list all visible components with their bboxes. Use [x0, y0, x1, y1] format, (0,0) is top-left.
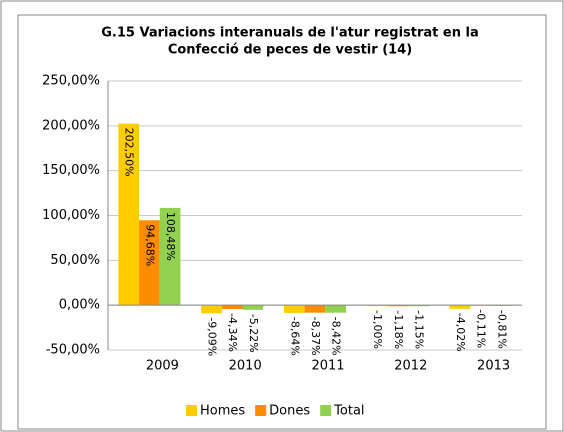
x-tick-label: 2013	[477, 359, 510, 374]
legend-swatch	[320, 405, 332, 416]
value-label: -4,02%	[454, 313, 467, 352]
y-tick-label: 150,00%	[42, 163, 100, 178]
bar	[449, 305, 471, 309]
chart-title: G.15 Variacions interanuals de l'atur re…	[101, 26, 478, 41]
value-label: 94,68%	[143, 224, 156, 266]
x-tick-label: 2012	[394, 359, 427, 374]
bar	[325, 305, 347, 313]
x-tick-label: 2009	[146, 359, 179, 374]
value-label: -1,18%	[392, 310, 405, 349]
value-label: -5,22%	[247, 314, 260, 353]
legend-swatch	[255, 405, 267, 416]
value-label: 202,50%	[123, 128, 136, 177]
y-tick-label: -50,00%	[46, 343, 100, 358]
value-label: -0,81%	[495, 310, 508, 349]
legend-swatch	[186, 405, 197, 416]
value-label: 108,48%	[164, 212, 177, 261]
legend-label: Homes	[200, 404, 245, 419]
x-tick-label: 2010	[229, 359, 262, 374]
value-label: -0,11%	[475, 309, 488, 348]
bar	[242, 305, 264, 310]
value-label: -1,15%	[413, 310, 426, 349]
bar	[283, 305, 305, 313]
bar	[118, 123, 140, 306]
value-label: -9,09%	[206, 317, 219, 356]
bar	[408, 305, 429, 307]
legend-label: Dones	[269, 404, 310, 419]
bar	[304, 305, 326, 313]
value-label: -1,00%	[371, 310, 384, 349]
chart-title: Confecció de peces de vestir (14)	[168, 43, 412, 58]
y-tick-label: 200,00%	[42, 118, 100, 133]
x-tick-label: 2011	[311, 359, 344, 374]
bar	[201, 305, 222, 314]
value-label: -4,34%	[226, 313, 239, 352]
chart-frame	[17, 14, 547, 430]
value-label: -8,64%	[288, 317, 301, 356]
value-label: -8,42%	[330, 317, 343, 356]
legend-label: Total	[333, 404, 364, 419]
bar	[159, 207, 181, 306]
y-tick-label: 100,00%	[42, 208, 100, 223]
bar	[387, 305, 409, 307]
bar	[221, 305, 243, 310]
y-tick-label: 0,00%	[59, 298, 100, 313]
y-tick-label: 50,00%	[50, 253, 100, 268]
bar	[139, 220, 160, 306]
y-tick-label: 250,00%	[42, 74, 100, 89]
value-label: -8,37%	[309, 317, 322, 356]
